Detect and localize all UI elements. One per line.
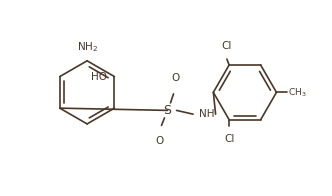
Text: Cl: Cl (224, 134, 234, 144)
Text: HO: HO (91, 72, 107, 82)
Text: O: O (156, 136, 164, 146)
Text: O: O (171, 73, 179, 83)
Text: S: S (163, 104, 172, 117)
Text: CH$_3$: CH$_3$ (289, 86, 307, 99)
Text: Cl: Cl (221, 41, 231, 51)
Text: NH$_2$: NH$_2$ (77, 40, 98, 54)
Text: NH: NH (199, 109, 214, 119)
